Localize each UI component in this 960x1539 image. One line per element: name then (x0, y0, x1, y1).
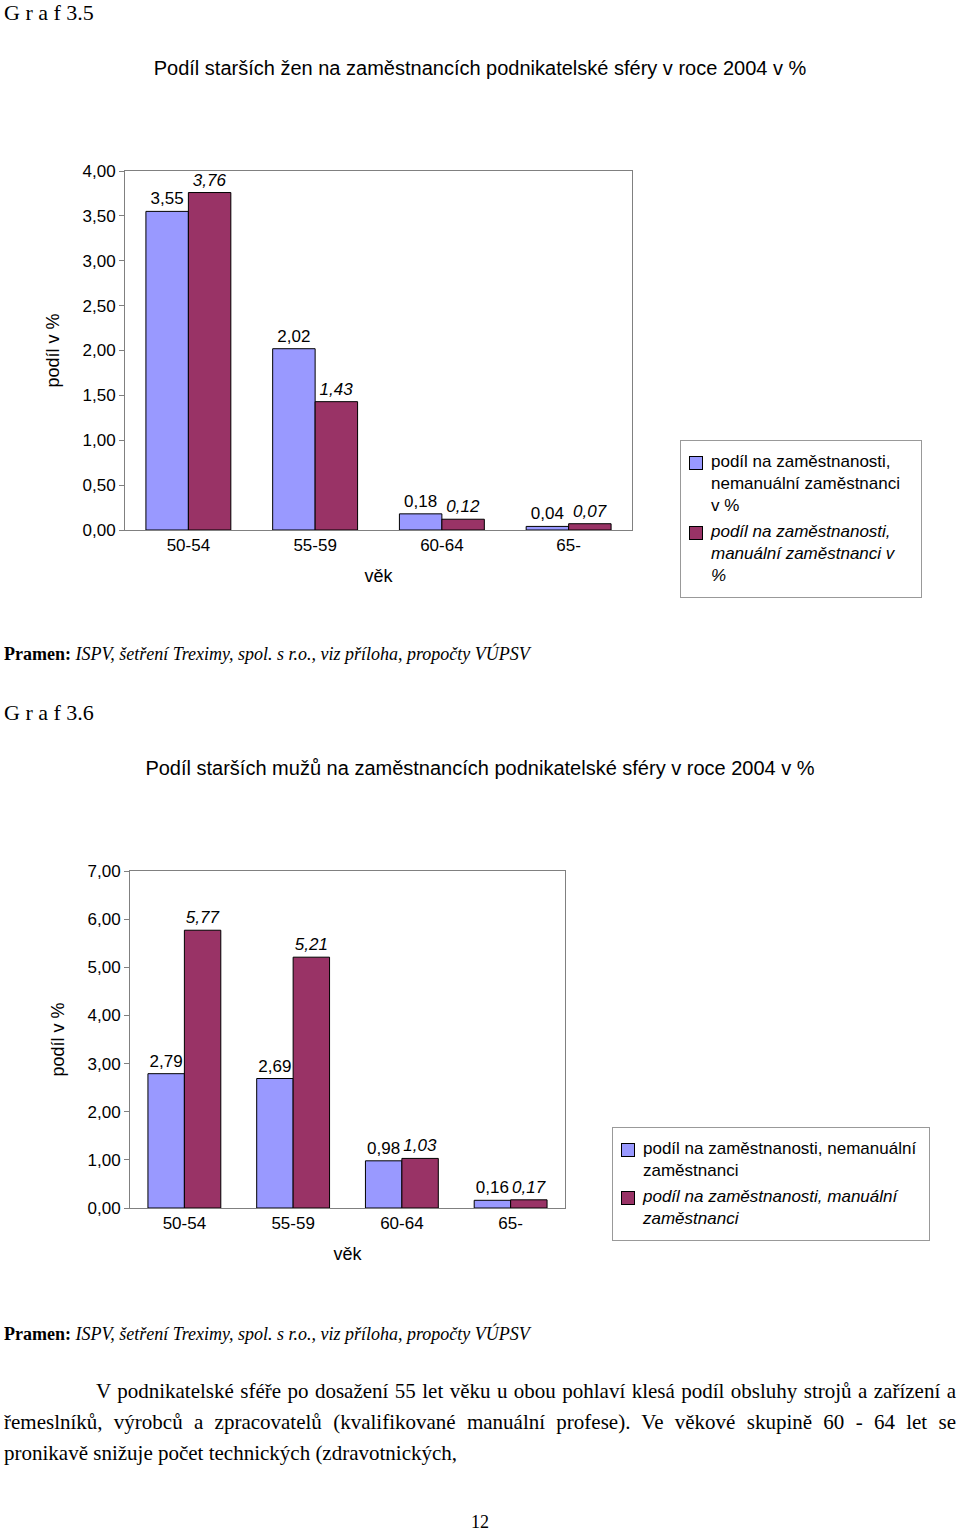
html-text:podíl na zaměstnanosti, nemanu: podíl na zaměstnanosti, nemanuální zaměs… (643, 1139, 917, 1180)
svg-text:1,50: 1,50 (83, 386, 116, 405)
svg-text:6,00: 6,00 (88, 910, 121, 929)
svg-text:60-64: 60-64 (380, 1214, 423, 1233)
html-text:Pramen: ISPV, šetření Treximy,: Pramen: ISPV, šetření Treximy, spol. s r… (4, 644, 530, 664)
svg-text:2,69: 2,69 (258, 1057, 291, 1076)
svg-text:3,50: 3,50 (83, 207, 116, 226)
svg-text:1,43: 1,43 (320, 380, 354, 399)
svg-text:věk: věk (333, 1244, 362, 1264)
svg-text:1,00: 1,00 (83, 431, 116, 450)
svg-text:0,50: 0,50 (83, 476, 116, 495)
svg-text:0,00: 0,00 (83, 521, 116, 540)
svg-text:50-54: 50-54 (167, 536, 210, 555)
html-text:G r a f 3.5: G r a f 3.5 (4, 0, 94, 25)
svg-text:2,00: 2,00 (88, 1103, 121, 1122)
svg-text:1,00: 1,00 (88, 1151, 121, 1170)
html-text:12: 12 (471, 1512, 489, 1532)
svg-text:2,79: 2,79 (150, 1052, 183, 1071)
svg-text:3,76: 3,76 (193, 171, 227, 190)
svg-text:0,12: 0,12 (446, 497, 480, 516)
html-text:podíl na zaměstnanosti, manuál: podíl na zaměstnanosti, manuální zaměstn… (643, 1187, 898, 1228)
svg-text:podíl v %: podíl v % (43, 313, 63, 387)
html-text:Pramen: ISPV, šetření Treximy,: Pramen: ISPV, šetření Treximy, spol. s r… (4, 1324, 530, 1344)
svg-text:55-59: 55-59 (271, 1214, 314, 1233)
svg-text:2,02: 2,02 (277, 327, 310, 346)
html-text:G r a f 3.6: G r a f 3.6 (4, 700, 94, 725)
svg-text:3,00: 3,00 (88, 1055, 121, 1074)
svg-text:0,00: 0,00 (88, 1199, 121, 1218)
svg-text:3,00: 3,00 (83, 252, 116, 271)
svg-text:0,17: 0,17 (512, 1178, 546, 1197)
html-text:podíl na zaměstnanosti, manuál: podíl na zaměstnanosti, manuální zaměstn… (711, 522, 895, 585)
html-text:podíl na zaměstnanosti, nemanu: podíl na zaměstnanosti, nemanuální zaměs… (711, 452, 900, 515)
svg-text:65-: 65- (556, 536, 581, 555)
svg-text:věk: věk (364, 566, 393, 586)
svg-text:5,21: 5,21 (295, 935, 328, 954)
html-text:Podíl starších mužů na zaměstn: Podíl starších mužů na zaměstnancích pod… (145, 757, 815, 779)
svg-text:5,00: 5,00 (88, 958, 121, 977)
svg-text:4,00: 4,00 (83, 162, 116, 181)
svg-text:2,00: 2,00 (83, 341, 116, 360)
svg-text:50-54: 50-54 (163, 1214, 206, 1233)
svg-text:0,98: 0,98 (367, 1139, 400, 1158)
svg-text:2,50: 2,50 (83, 297, 116, 316)
svg-text:65-: 65- (498, 1214, 523, 1233)
svg-text:0,18: 0,18 (404, 492, 437, 511)
svg-text:0,16: 0,16 (476, 1178, 509, 1197)
svg-text:0,07: 0,07 (573, 502, 607, 521)
svg-text:3,55: 3,55 (151, 189, 184, 208)
svg-text:4,00: 4,00 (88, 1006, 121, 1025)
svg-text:55-59: 55-59 (293, 536, 336, 555)
svg-text:7,00: 7,00 (88, 862, 121, 881)
html-text:Podíl starších žen na zaměstna: Podíl starších žen na zaměstnancích podn… (153, 57, 807, 79)
svg-text:5,77: 5,77 (186, 908, 220, 927)
svg-text:1,03: 1,03 (403, 1136, 437, 1155)
html-text:V podnikatelské sféře po dosaž: V podnikatelské sféře po dosažení 55 let… (4, 1379, 956, 1465)
svg-text:0,04: 0,04 (531, 504, 564, 523)
svg-text:podíl v %: podíl v % (48, 1002, 68, 1076)
svg-text:60-64: 60-64 (420, 536, 463, 555)
